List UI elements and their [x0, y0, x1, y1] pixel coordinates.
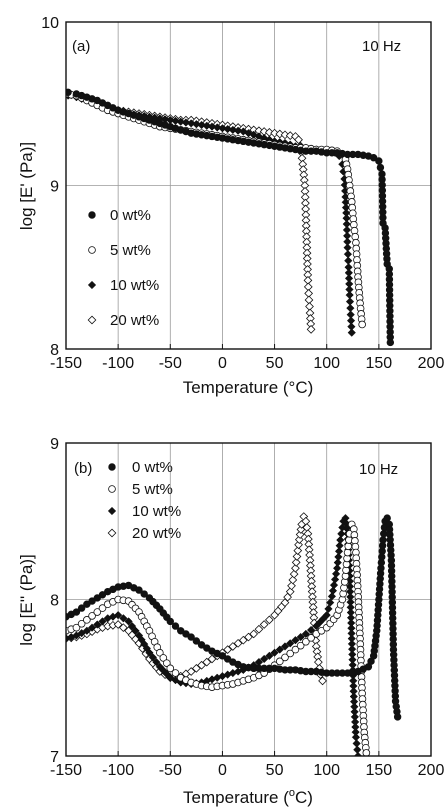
chart-b-xlabel-part2: C): [295, 788, 313, 807]
chart-a-annotation: 10 Hz: [362, 38, 401, 55]
chart-a-x-tick-2: -50: [159, 355, 182, 372]
chart-a-point-s3-30-1: [306, 303, 314, 311]
chart-b-point-s0-41: [394, 713, 401, 720]
chart-a-legend-label-1: 5 wt%: [110, 242, 151, 259]
chart-b-y-tick-1: 8: [50, 593, 59, 610]
chart-a-x-tick-1: -100: [102, 355, 134, 372]
chart-a-series-3: [62, 90, 315, 333]
chart-a-x-ticks: -150 -100 -50 0 50 100 150 200: [50, 344, 444, 372]
chart-b-point-s3-22-1: [288, 582, 296, 590]
chart-a-x-tick-6: 150: [366, 355, 393, 372]
chart-b-series-1: [63, 521, 372, 763]
chart-a-legend-label-3: 20 wt%: [110, 312, 159, 329]
chart-b-point-s3-22-3: [290, 570, 298, 578]
chart-b-point-s3-19: [260, 621, 268, 629]
chart-b-point-s0-34: [380, 537, 387, 544]
chart-b-x-tick-7: 200: [418, 762, 445, 779]
chart-b-legend-marker-1: [109, 486, 116, 493]
chart-a-point-s2-32-2: [344, 257, 352, 265]
chart-a-point-s2-36: [348, 329, 356, 337]
chart-a-legend-label-2: 10 wt%: [110, 277, 159, 294]
chart-b-point-s1-29: [344, 549, 351, 556]
chart-a-legend: 0 wt% 5 wt% 10 wt% 20 wt%: [88, 207, 159, 329]
chart-a-point-s0-31: [375, 158, 382, 165]
chart-a-point-s1-36: [359, 321, 366, 328]
chart-b-point-s2-35: [352, 733, 360, 741]
chart-b-y-tick-2: 9: [50, 436, 59, 453]
chart-b-legend-marker-2: [108, 507, 116, 515]
chart-b-ylabel: log [E'' (Pa)]: [17, 554, 36, 646]
chart-b-y-ticks: 7 8 9: [50, 436, 59, 766]
chart-a-legend-marker-1: [89, 247, 96, 254]
chart-b-x-tick-3: 0: [218, 762, 227, 779]
chart-b-xlabel-part1: Temperature (: [183, 788, 289, 807]
chart-a-legend-marker-0: [89, 212, 96, 219]
chart-a-xlabel: Temperature (°C): [183, 378, 314, 397]
chart-b-point-s0-36: [384, 515, 391, 522]
chart-b-xlabel: Temperature (oC): [183, 787, 313, 807]
chart-b-point-s3-18-1: [255, 625, 263, 633]
chart-a-x-tick-7: 200: [418, 355, 445, 372]
chart-a-panel-label: (a): [72, 38, 90, 55]
chart-a-y-tick-2: 10: [41, 15, 59, 32]
chart-b-legend-label-3: 20 wt%: [132, 525, 181, 542]
chart-b-panel-label: (b): [74, 460, 92, 477]
chart-a-x-tick-4: 50: [266, 355, 284, 372]
chart-b-x-tick-2: -50: [159, 762, 182, 779]
chart-a-ylabel: log [E' (Pa)]: [17, 142, 36, 230]
chart-b-y-tick-0: 7: [50, 749, 59, 766]
chart-b-point-s3-33: [315, 658, 323, 666]
chart-a-point-s2-32-1: [344, 250, 352, 258]
chart-b-x-tick-1: -100: [102, 762, 134, 779]
chart-a-y-tick-0: 8: [50, 342, 59, 359]
chart-a-point-s2-32: [344, 244, 352, 252]
chart-b-point-s3-19-1: [266, 616, 274, 624]
chart-a-x-tick-3: 0: [218, 355, 227, 372]
chart-a: -150 -100 -50 0 50 100 150 200 8910 (a) 10 Hz T…: [17, 15, 444, 397]
chart-b-x-tick-5: 100: [313, 762, 340, 779]
chart-a-point-s0-37: [387, 339, 394, 346]
chart-a-y-tick-1: 9: [50, 179, 59, 196]
chart-a-point-s2-34-1: [346, 298, 354, 306]
chart-b-point-s2-35-1: [353, 740, 361, 748]
chart-b-point-s3-22-2: [289, 576, 297, 584]
chart-a-y-ticks: 8 9 10: [41, 15, 59, 359]
chart-b-point-s2-28: [336, 536, 344, 544]
chart-b-point-s0-34-1: [380, 530, 387, 537]
chart-b-legend-label-0: 0 wt%: [132, 459, 173, 476]
chart-b-legend-label-2: 10 wt%: [132, 503, 181, 520]
chart-b-x-ticks: -150 -100 -50 0 50 100 150 200: [50, 751, 444, 779]
chart-b-legend-marker-0: [109, 464, 116, 471]
chart-b-x-tick-6: 150: [366, 762, 393, 779]
chart-a-point-s0-31-1: [377, 164, 384, 171]
chart-b-legend-marker-3: [108, 529, 116, 537]
chart-a-point-s3-30: [305, 296, 313, 304]
chart-b-point-s1-29-1: [345, 543, 352, 550]
chart-b-x-tick-4: 50: [266, 762, 284, 779]
chart-a-point-s2-34-2: [347, 304, 355, 312]
chart-b-point-s2-25-2: [326, 599, 334, 607]
chart-b-point-s1-38: [363, 749, 370, 756]
chart-b: -150 -100 -50 0 50 100 150 200 789 (b) 10 Hz Te…: [17, 436, 444, 807]
chart-a-point-s3-32: [307, 326, 315, 334]
chart-b-point-s2-35-2: [354, 746, 362, 754]
chart-b-points: [62, 513, 401, 763]
chart-b-legend-label-1: 5 wt%: [132, 481, 173, 498]
chart-b-annotation: 10 Hz: [359, 461, 398, 478]
chart-a-x-tick-5: 100: [313, 355, 340, 372]
chart-a-legend-marker-3: [88, 316, 96, 324]
chart-a-legend-label-0: 0 wt%: [110, 207, 151, 224]
chart-a-grid: [66, 22, 431, 349]
chart-a-point-s2-34: [346, 291, 354, 299]
chart-b-point-s2-25-1: [325, 605, 333, 613]
chart-a-legend-marker-2: [88, 281, 96, 289]
